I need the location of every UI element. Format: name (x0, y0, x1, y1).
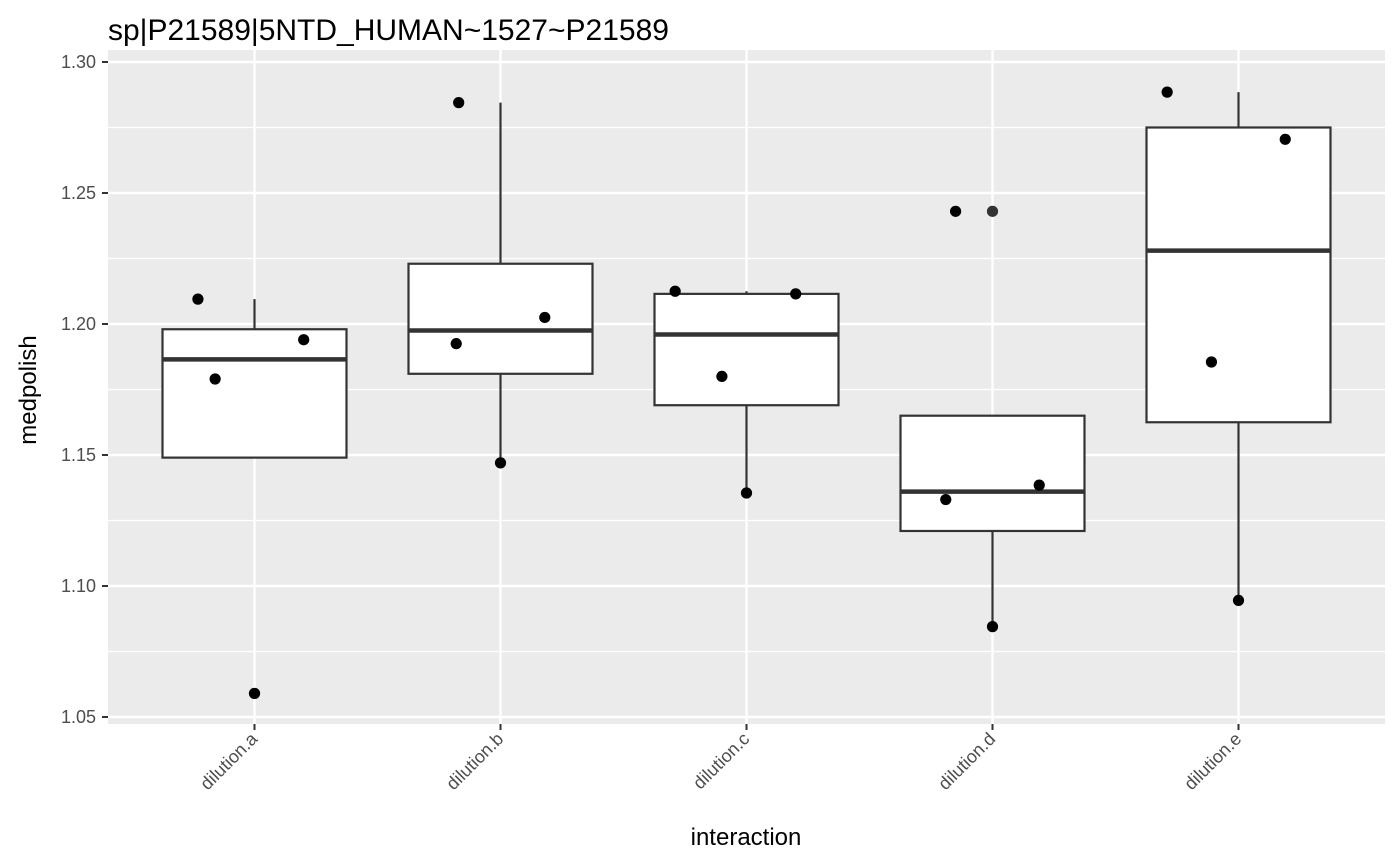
data-point (790, 288, 802, 300)
y-tick-label: 1.05 (61, 707, 96, 727)
data-point (986, 621, 999, 633)
data-point (539, 311, 551, 324)
data-point (1205, 356, 1218, 368)
data-point (1279, 133, 1291, 145)
data-point (298, 334, 310, 346)
y-tick-label: 1.15 (61, 445, 96, 465)
data-point (450, 338, 462, 350)
data-point (950, 205, 962, 217)
box-dilution.b (407, 102, 594, 463)
y-tick-label: 1.20 (61, 314, 96, 334)
data-point (248, 687, 261, 700)
data-point (1232, 594, 1245, 607)
box-iqr (161, 328, 348, 459)
y-axis-title: medpolish (15, 335, 42, 444)
x-tick-label: dilution.e (1180, 729, 1245, 794)
data-point (1033, 479, 1045, 491)
y-tick-label: 1.10 (61, 576, 96, 596)
data-point (1161, 86, 1173, 98)
data-point (669, 285, 681, 297)
boxes (161, 92, 1332, 700)
y-tick-label: 1.30 (61, 52, 96, 72)
points (192, 86, 1291, 700)
y-axis: 1.05 1.10 1.15 1.20 1.25 1.30 (61, 52, 108, 727)
data-point (453, 97, 465, 109)
data-point (716, 370, 728, 382)
chart-title: sp|P21589|5NTD_HUMAN~1527~P21589 (108, 14, 669, 47)
data-point (740, 487, 753, 499)
data-point (494, 457, 507, 469)
box-dilution.d (899, 205, 1086, 627)
box-iqr (407, 262, 594, 375)
x-tick-label: dilution.b (442, 729, 507, 794)
box-iqr (1145, 126, 1332, 424)
box-dilution.e (1145, 92, 1332, 601)
outlier-point (986, 205, 999, 217)
box-dilution.a (161, 299, 348, 700)
x-tick-label: dilution.d (934, 729, 999, 794)
data-point (209, 373, 221, 385)
x-axis: dilution.a dilution.b dilution.c dilution.d… (196, 724, 1245, 794)
box-iqr (653, 292, 840, 407)
box-dilution.c (653, 291, 840, 493)
box-iqr (899, 414, 1086, 533)
x-tick-label: dilution.c (689, 729, 753, 793)
y-tick-label: 1.25 (61, 183, 96, 203)
data-point (940, 493, 952, 506)
x-tick-label: dilution.a (196, 728, 262, 794)
data-point (192, 293, 204, 305)
x-axis-title: interaction (691, 824, 802, 851)
